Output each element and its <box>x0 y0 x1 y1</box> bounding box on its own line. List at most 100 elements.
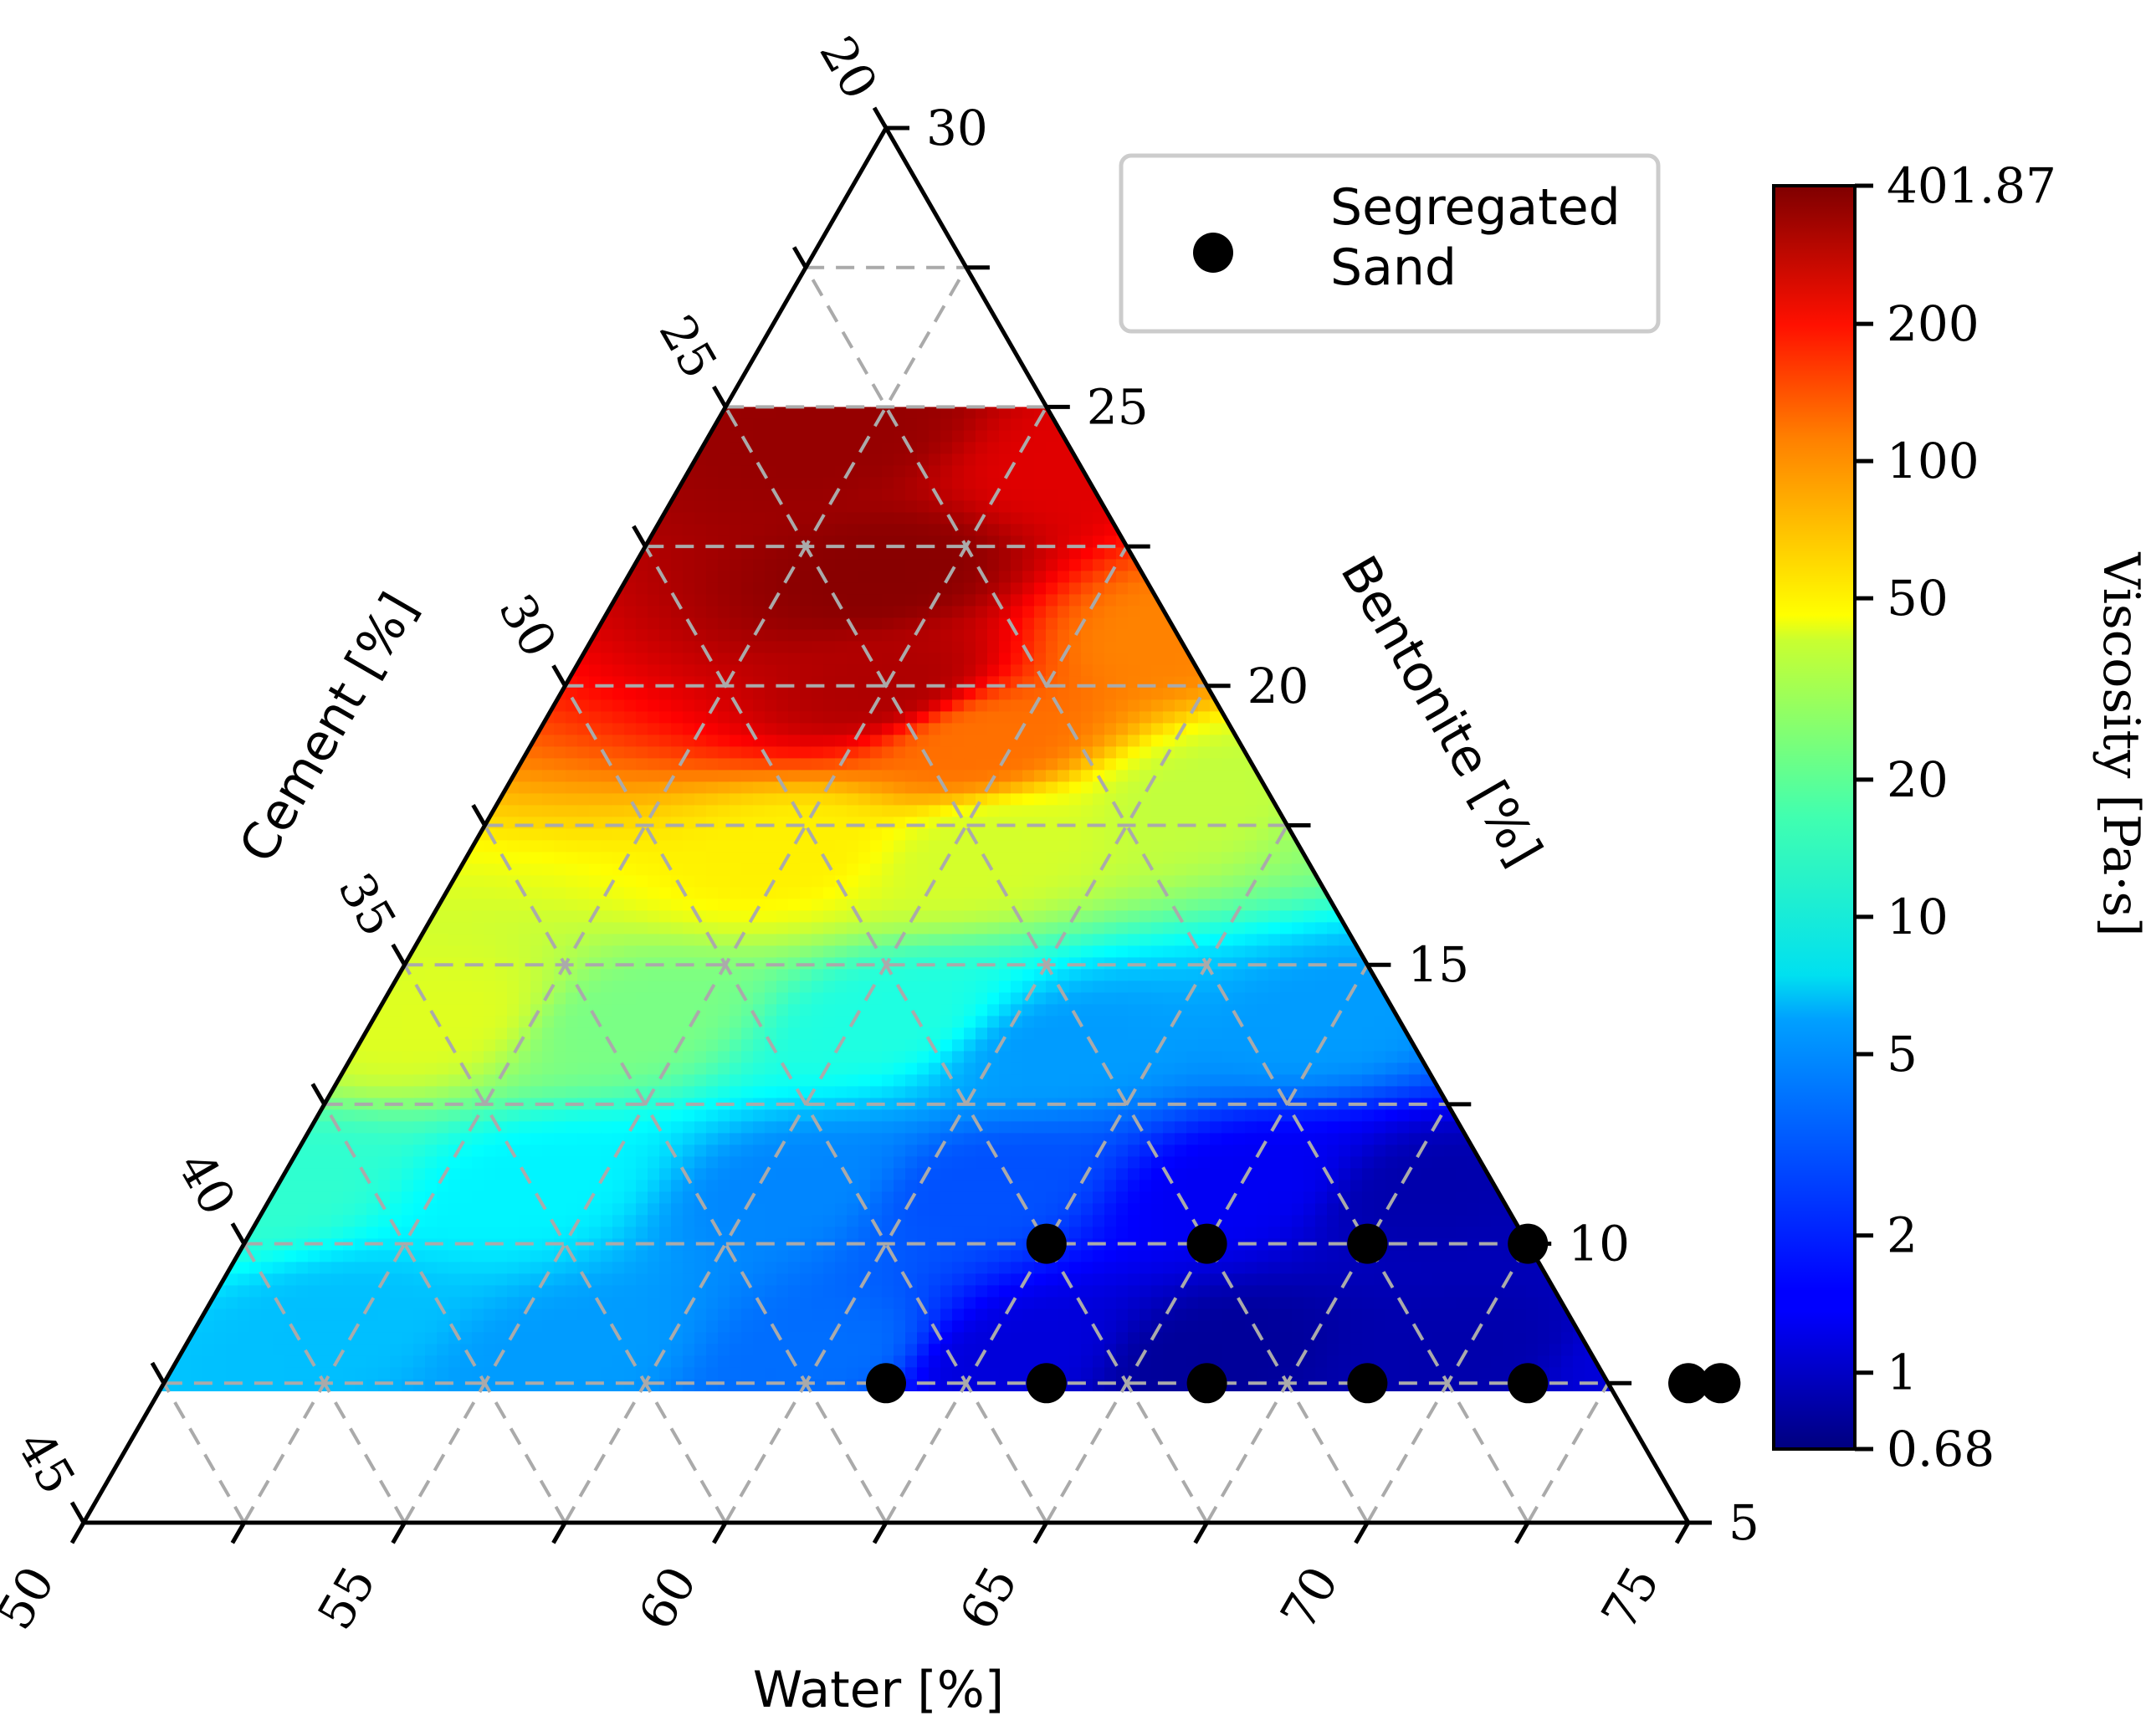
heat-cell <box>1011 407 1023 419</box>
heat-cell <box>823 969 836 981</box>
heat-cell <box>402 1145 414 1157</box>
heat-cell <box>718 1180 730 1192</box>
heat-cell <box>1116 1004 1129 1017</box>
heat-cell <box>940 641 953 653</box>
heat-cell <box>1280 1027 1293 1040</box>
heat-cell <box>1116 617 1129 630</box>
heat-cell <box>612 1016 625 1028</box>
heat-cell <box>812 1133 824 1145</box>
heat-cell <box>976 1180 988 1192</box>
heat-cell <box>1140 934 1152 946</box>
heat-cell <box>1104 981 1117 993</box>
heat-cell <box>577 1086 590 1098</box>
heat-cell <box>1069 407 1082 419</box>
heat-cell <box>355 1191 367 1204</box>
heat-cell <box>671 676 684 689</box>
heat-cell <box>472 1168 484 1180</box>
heat-cell <box>694 770 707 782</box>
heat-cell <box>1268 1039 1281 1052</box>
heat-cell <box>823 981 836 993</box>
heat-cell <box>718 887 730 899</box>
heat-cell <box>507 1191 520 1204</box>
heat-cell <box>554 1109 566 1122</box>
heat-cell <box>624 711 637 724</box>
heat-cell <box>940 1086 953 1098</box>
heat-cell <box>495 770 508 782</box>
heat-cell <box>566 793 578 806</box>
heat-cell <box>507 922 520 935</box>
heat-cell <box>952 781 965 794</box>
heat-cell <box>671 711 684 724</box>
heat-cell <box>753 1121 766 1134</box>
heat-cell <box>413 910 426 923</box>
heat-cell <box>976 676 988 689</box>
heat-cell <box>870 1074 883 1087</box>
heat-cell <box>776 641 789 653</box>
heat-cell <box>1104 653 1117 665</box>
heat-cell <box>905 992 918 1005</box>
heat-cell <box>1257 723 1269 735</box>
heat-cell <box>694 758 707 771</box>
heat-cell <box>964 957 976 970</box>
heat-cell <box>882 746 894 759</box>
heat-cell <box>566 617 578 630</box>
heat-cell <box>495 910 508 923</box>
heat-cell <box>917 1121 930 1134</box>
heat-cell <box>999 489 1012 501</box>
heat-cell <box>1116 793 1129 806</box>
heat-cell <box>1409 1133 1421 1145</box>
heat-cell <box>1210 1016 1222 1028</box>
heat-cell <box>1374 1203 1386 1216</box>
heat-cell <box>800 1074 812 1087</box>
heat-cell <box>484 922 496 935</box>
heat-cell <box>1257 1180 1269 1192</box>
heat-cell <box>741 547 754 560</box>
heat-cell <box>730 1168 742 1180</box>
heat-cell <box>894 688 906 700</box>
heat-cell <box>1151 1016 1164 1028</box>
heat-cell <box>355 1145 367 1157</box>
heat-cell <box>741 793 754 806</box>
heat-cell <box>1022 453 1035 466</box>
heat-cell <box>929 969 941 981</box>
heat-cell <box>566 758 578 771</box>
heat-cell <box>554 992 566 1005</box>
heat-cell <box>812 500 824 513</box>
heat-cell <box>952 512 965 525</box>
heat-cell <box>776 582 789 595</box>
heat-cell <box>753 852 766 864</box>
heat-cell <box>706 594 719 607</box>
heat-cell <box>741 489 754 501</box>
heat-cell <box>1186 1039 1199 1052</box>
heat-cell <box>495 1004 508 1017</box>
heat-cell <box>413 1168 426 1180</box>
heat-cell <box>694 887 707 899</box>
heat-cell <box>1046 922 1058 935</box>
heat-cell <box>1093 1168 1105 1180</box>
heat-cell <box>1163 945 1175 958</box>
heat-cell <box>788 981 801 993</box>
heat-cell <box>1151 1086 1164 1098</box>
heat-cell <box>788 1191 801 1204</box>
heat-cell <box>917 852 930 864</box>
heat-cell <box>437 1039 449 1052</box>
heat-cell <box>1479 1133 1492 1145</box>
heat-cell <box>566 828 578 841</box>
heat-cell <box>976 617 988 630</box>
heat-cell <box>1116 781 1129 794</box>
heat-cell <box>718 547 730 560</box>
heat-cell <box>952 465 965 478</box>
heat-cell <box>929 840 941 853</box>
heat-cell <box>671 571 684 583</box>
heat-cell <box>343 1191 356 1204</box>
heat-cell <box>659 1156 672 1169</box>
heat-cell <box>730 453 742 466</box>
heat-cell <box>870 688 883 700</box>
heat-cell <box>1022 606 1035 618</box>
heat-cell <box>718 1203 730 1216</box>
heat-cell <box>1175 582 1187 595</box>
heat-cell <box>542 945 555 958</box>
heat-cell <box>1081 957 1093 970</box>
heat-cell <box>858 1168 871 1180</box>
heat-cell <box>765 735 777 747</box>
